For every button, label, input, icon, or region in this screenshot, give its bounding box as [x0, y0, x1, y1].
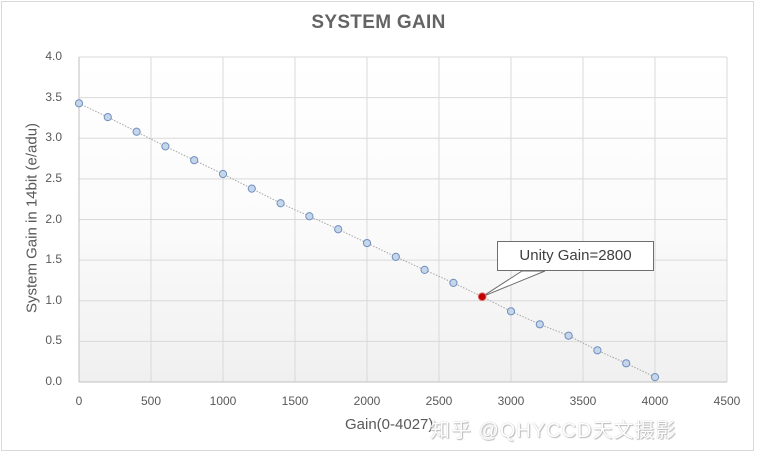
x-axis-label: Gain(0-4027)	[345, 416, 434, 433]
data-point	[74, 99, 84, 108]
data-point	[564, 331, 573, 340]
data-point	[449, 278, 458, 287]
unity-gain-point	[477, 292, 487, 301]
y-tick-label: 1.0	[45, 292, 62, 307]
callout-pointer	[481, 270, 546, 298]
y-tick-label: 4.0	[45, 49, 62, 63]
chart-title: SYSTEM GAIN	[311, 12, 446, 33]
data-point	[362, 238, 372, 248]
data-point	[420, 265, 429, 274]
y-tick-label: 1.5	[45, 252, 62, 267]
x-tick-label: 3500	[569, 394, 597, 408]
x-tick-label: 0	[75, 394, 83, 408]
x-tick-label: 1000	[209, 394, 237, 408]
y-tick-label: 3.5	[45, 89, 62, 104]
x-tick-label: 2000	[353, 394, 381, 408]
data-point	[218, 169, 228, 179]
x-tick-label: 4000	[641, 394, 669, 408]
x-tick-label: 1500	[281, 394, 309, 408]
data-point	[190, 156, 199, 165]
data-point	[650, 373, 660, 382]
series-line	[78, 102, 656, 378]
data-point	[276, 199, 285, 208]
y-tick-label: 0.5	[45, 333, 62, 348]
y-axis-label: System Gain in 14bit (e/adu)	[23, 122, 41, 314]
data-point	[622, 359, 631, 368]
data-point	[334, 225, 343, 234]
watermark: 知乎 @QHYCCD天文摄影	[430, 420, 677, 442]
data-point	[391, 252, 400, 261]
x-tick-label: 500	[140, 394, 162, 408]
x-tick-label: 3000	[497, 394, 525, 408]
data-point	[305, 212, 314, 221]
y-tick-label: 3.0	[45, 130, 62, 145]
data-point	[593, 346, 602, 355]
x-tick-label: 2500	[425, 394, 453, 408]
y-tick-label: 2.5	[45, 170, 62, 185]
x-tick-label: 4500	[713, 394, 741, 408]
data-point	[161, 142, 170, 151]
unity-gain-callout: Unity Gain=2800	[497, 241, 654, 271]
data-point	[535, 320, 544, 329]
y-tick-label: 2.0	[45, 211, 62, 226]
data-point	[247, 184, 256, 193]
data-point	[132, 127, 141, 136]
data-point	[103, 113, 112, 122]
y-tick-label: 0.0	[45, 374, 62, 388]
data-point	[506, 307, 516, 316]
